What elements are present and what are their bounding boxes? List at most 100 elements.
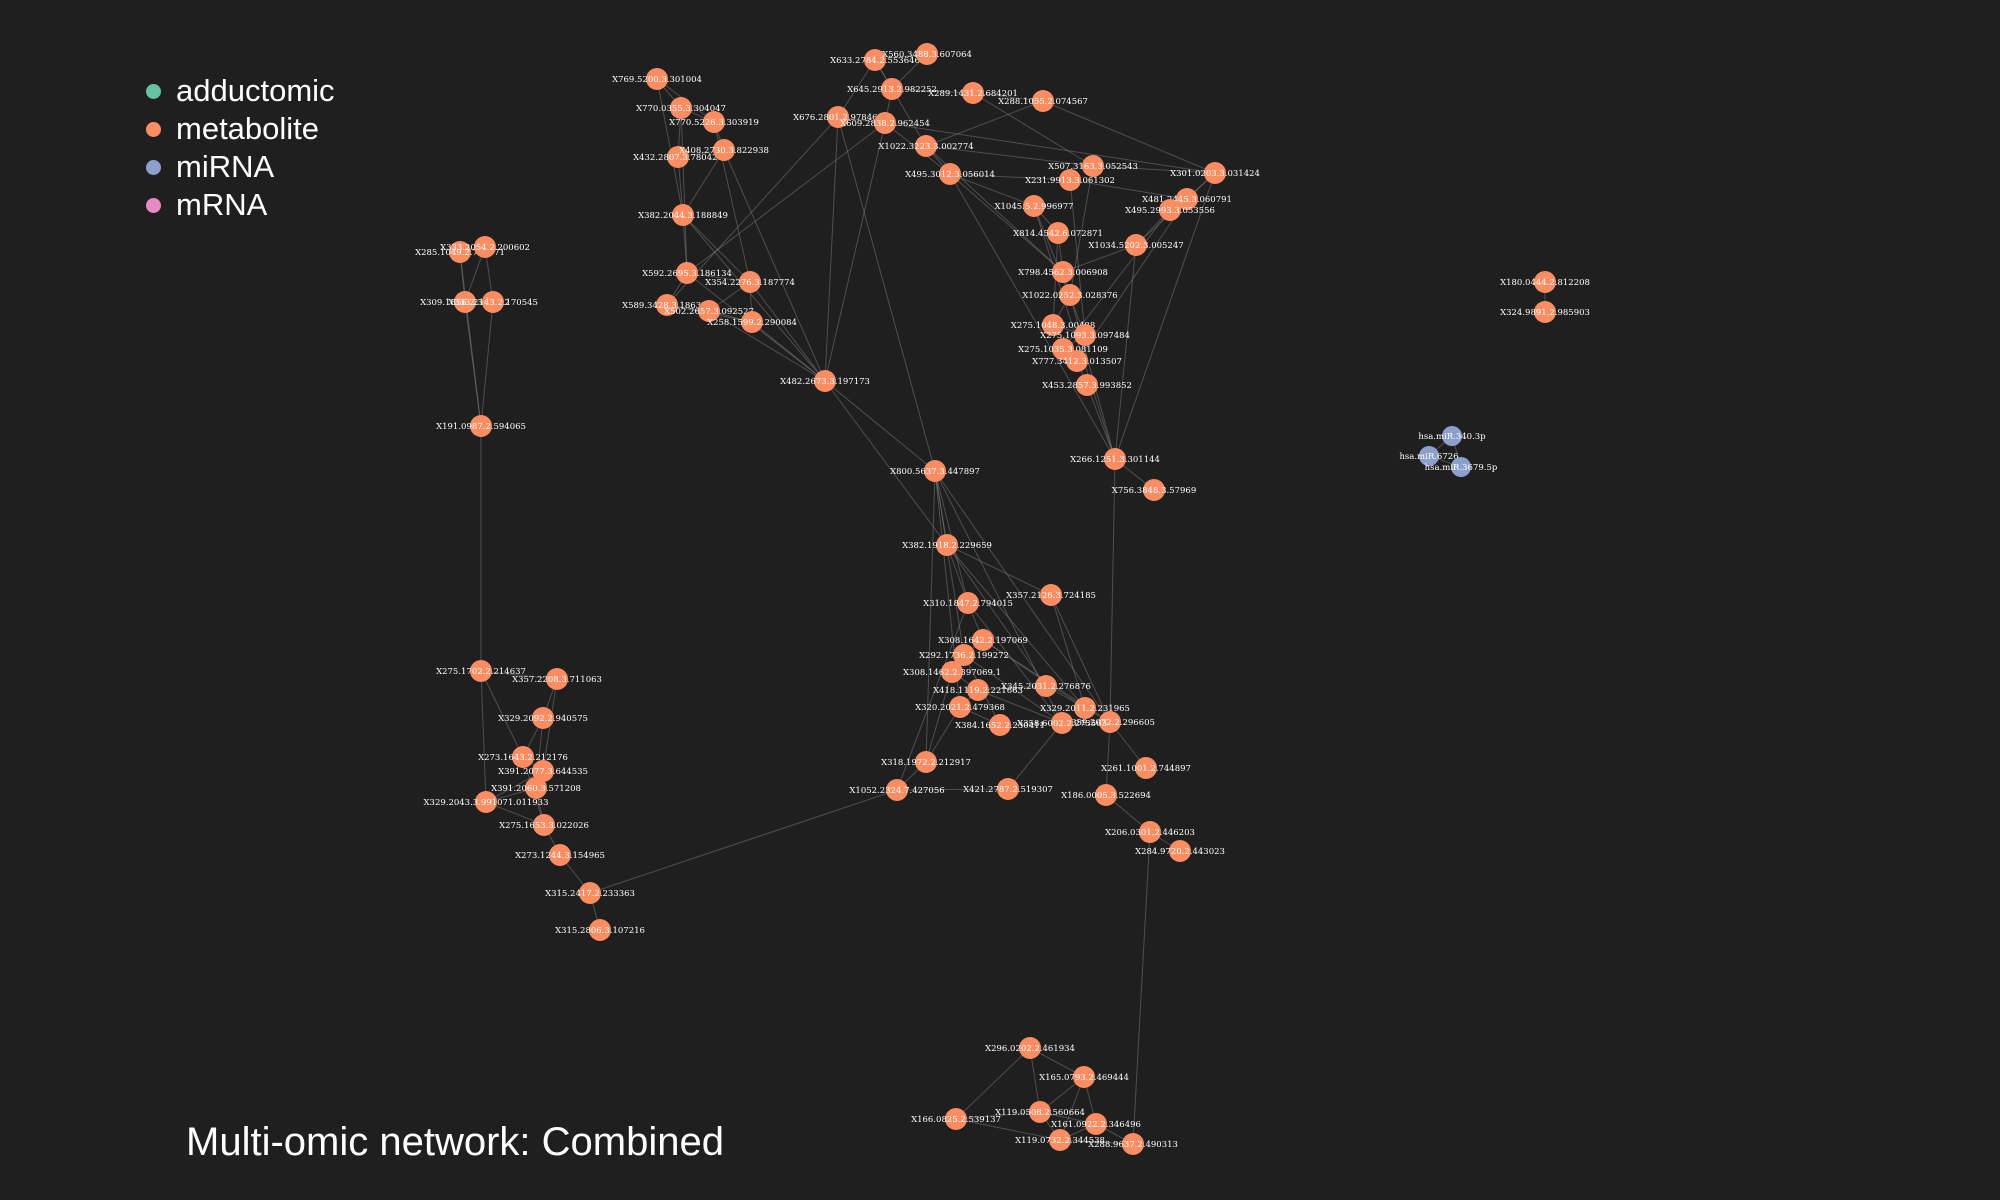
node-label: X384.1652.2.230411 [955,721,1045,731]
node-dot [1082,155,1104,177]
legend-dot-mirna [146,159,161,175]
node-label: X285.1049.2.725971 [415,248,505,258]
network-edge [949,173,1071,181]
network-edge [751,321,826,382]
node-dot [1029,1101,1051,1123]
node-dot [1076,374,1098,396]
network-edge [1059,1076,1085,1141]
network-edge [963,654,1063,724]
node-label: X495.3012.3.056014 [905,170,995,180]
network-node: X258.1599.2.290084 [707,311,797,333]
node-dot [667,146,689,168]
network-node: X320.2021.2.479368 [915,696,1005,718]
node-label: X560.3488.3.607064 [882,50,972,60]
node-dot [713,139,735,161]
network-edge [1059,1139,1134,1145]
legend: adductomic metabolite miRNA mRNA [146,72,335,224]
network-node: X315.2806.3.107216 [555,919,645,941]
network-node: X308.1642.2.197069 [938,629,1028,651]
node-label: X502.2657.3.092527 [664,307,754,317]
network-node: X359.2072.2.296605 [1065,711,1155,733]
network-node: X180.0444.2.812208 [1500,271,1590,293]
legend-label: metabolite [176,111,320,146]
network-node: X357.2208.3.711063 [512,668,602,690]
network-node: X275.1653.3.022026 [499,814,589,836]
node-label: X1034.5202.3.005247 [1088,241,1183,251]
network-node: X301.0203.3.031424 [1170,162,1260,184]
node-dot [886,779,908,801]
network-edge [1114,172,1216,460]
network-edge [589,789,898,894]
node-dot [962,82,984,104]
node-label: X645.2913.2.982252 [847,85,937,95]
network-node: X633.2784.2.553646 [830,49,920,71]
node-label: X329.2043.3.991071.011933 [423,798,548,808]
node-label: X308.1642.2.197069 [938,636,1028,646]
node-label: X756.3848.3.57969 [1112,486,1196,496]
network-node: X384.1652.2.230411 [955,714,1045,736]
node-dot [939,163,961,185]
network-node: X324.9891.2.985903 [1500,301,1590,323]
node-dot [1052,261,1074,283]
node-dot [953,644,975,666]
network-node: X275.1093.3.097484 [1040,324,1130,346]
node-dot [1073,1066,1095,1088]
network-edge [977,689,1063,724]
network-edge [480,670,487,803]
node-label: X359.2072.2.296605 [1065,718,1155,728]
network-edge [464,301,482,427]
network-node: X421.2787.2.519307 [963,778,1053,800]
node-label: X180.0444.2.812208 [1500,278,1590,288]
node-label: X309.1856.2.346612 [420,298,510,308]
node-dot [1419,446,1439,466]
network-node: X592.2695.3.186134 [642,262,732,284]
node-label: X592.2695.3.186134 [642,269,732,279]
node-label: X288.1055.2.074567 [998,97,1088,107]
network-node: X1052.2324.7.427056 [849,779,945,801]
node-dot [957,592,979,614]
node-dot [532,760,554,782]
node-layer: X769.5200.3.301004 X770.0355.3.304047 X770… [415,43,1590,1155]
network-node: X206.0301.2.446203 [1105,821,1195,843]
node-label: X275.1035.3.081109 [1018,345,1108,355]
network-edge [934,470,1111,723]
network-edge [837,59,876,118]
network-node: X354.2276.3.187774 [705,271,795,293]
node-dot [1019,1037,1041,1059]
node-label: hsa.miR.6726 [1399,452,1458,462]
node-label: X292.1736.2.199272 [919,651,1009,661]
node-dot [546,668,568,690]
network-edge [682,149,725,216]
network-node: X333.2054.2.200602 [440,236,530,258]
network-edge [946,544,1052,596]
legend-label: mRNA [176,187,268,222]
node-label: X284.9720.2.443023 [1135,847,1225,857]
network-edge [1092,165,1216,174]
node-label: X354.2276.3.187774 [705,278,795,288]
network-edge [1062,244,1137,273]
network-edge [874,59,927,147]
node-label: X482.2673.3.197173 [780,377,870,387]
node-dot [1047,222,1069,244]
node-label: X495.2993.3.053556 [1125,206,1215,216]
node-label: X333.2054.2.200602 [440,243,530,253]
node-dot [936,534,958,556]
node-dot [533,814,555,836]
network-node: X296.0202.2.461934 [985,1037,1075,1059]
node-dot [1040,584,1062,606]
network-node: X481.2445.3.060791 [1142,188,1232,210]
node-label: X814.4542.6.072871 [1013,229,1103,239]
legend-item-mirna: miRNA [146,148,335,186]
node-dot [949,696,971,718]
node-label: X391.2060.3.571208 [491,784,581,794]
node-dot [1139,821,1161,843]
node-dot [703,111,725,133]
legend-item-adductomic: adductomic [146,72,335,110]
network-edge [1105,721,1111,796]
legend-item-metabolite: metabolite [146,110,335,148]
network-node: hsa.miR.3679.5p [1425,457,1498,477]
network-edge [1086,384,1116,460]
node-dot [482,291,504,313]
legend-dot-mrna [146,197,161,213]
network-edge [1132,831,1151,1145]
